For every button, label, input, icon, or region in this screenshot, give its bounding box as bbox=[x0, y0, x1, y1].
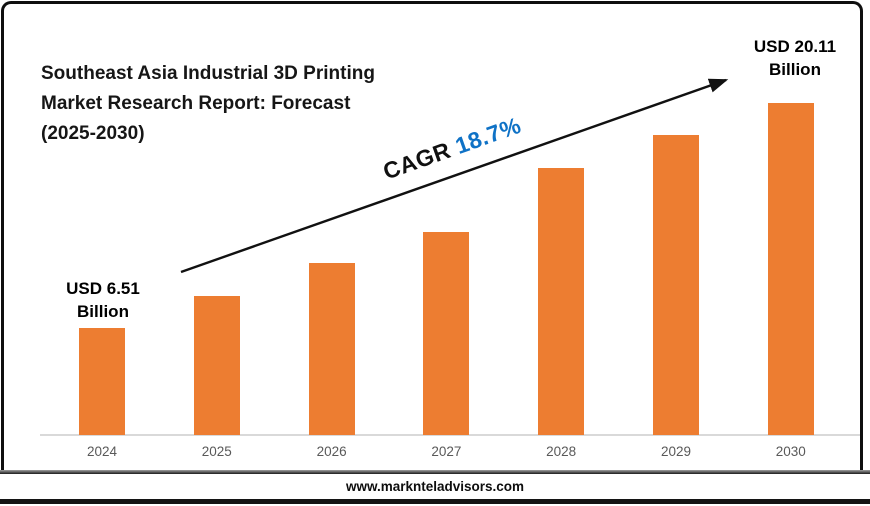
start-value-label: USD 6.51 Billion bbox=[41, 277, 165, 323]
start-value-amount: USD 6.51 bbox=[66, 279, 140, 298]
chart-panel: Southeast Asia Industrial 3D Printing Ma… bbox=[1, 1, 863, 470]
x-tick-2026: 2026 bbox=[316, 444, 347, 459]
x-tick-2027: 2027 bbox=[431, 444, 462, 459]
bar-2030 bbox=[767, 103, 814, 435]
x-tick-2025: 2025 bbox=[201, 444, 232, 459]
chart-title: Southeast Asia Industrial 3D Printing Ma… bbox=[41, 59, 441, 149]
x-tick-2028: 2028 bbox=[546, 444, 577, 459]
bar-2024 bbox=[79, 328, 125, 435]
bar-2029 bbox=[653, 135, 699, 435]
chart-title-line-1: Southeast Asia Industrial 3D Printing bbox=[41, 63, 375, 84]
bar-2026 bbox=[308, 263, 355, 435]
bar-2028 bbox=[538, 168, 585, 435]
start-value-unit: Billion bbox=[77, 302, 129, 321]
footer-top-divider bbox=[0, 470, 870, 474]
end-value-label: USD 20.11 Billion bbox=[732, 35, 858, 81]
bar-2027 bbox=[423, 232, 470, 435]
x-tick-2024: 2024 bbox=[86, 444, 118, 459]
footer-bar: www.marknteladvisors.com bbox=[0, 474, 870, 499]
x-axis-line bbox=[40, 434, 860, 436]
cagr-value: 18.7% bbox=[451, 111, 525, 159]
bar-2025 bbox=[193, 296, 240, 435]
footer-bottom-divider bbox=[0, 499, 870, 504]
chart-title-line-3: (2025-2030) bbox=[41, 123, 145, 144]
website-link[interactable]: www.marknteladvisors.com bbox=[345, 479, 525, 494]
x-tick-2030: 2030 bbox=[775, 444, 806, 459]
end-value-amount: USD 20.11 bbox=[753, 37, 837, 56]
x-tick-2029: 2029 bbox=[660, 444, 692, 459]
end-value-unit: Billion bbox=[769, 60, 821, 79]
chart-title-line-2: Market Research Report: Forecast bbox=[41, 93, 351, 114]
